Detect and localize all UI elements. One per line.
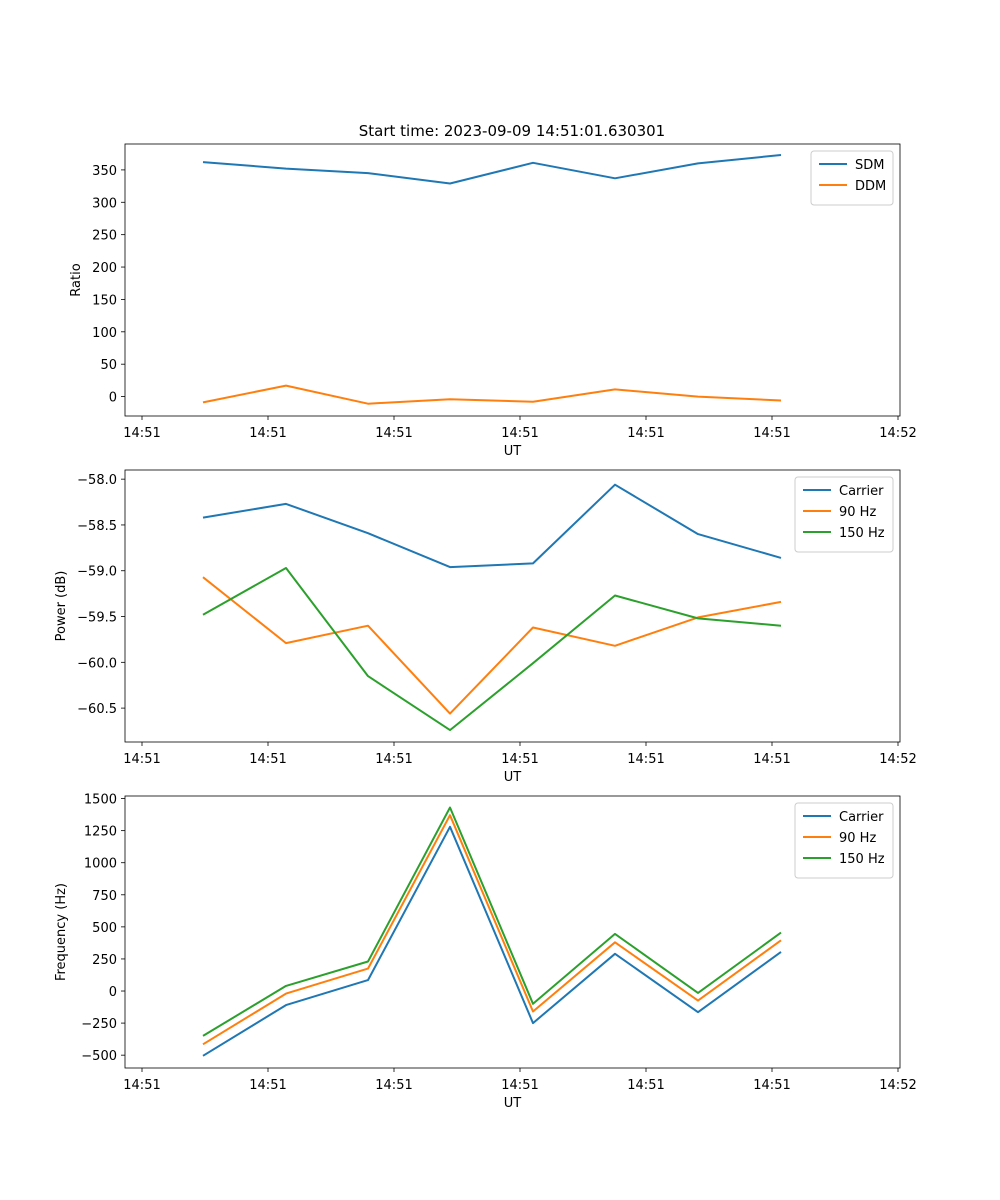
y-tick-label: −59.0 xyxy=(77,565,117,580)
x-axis-label: UT xyxy=(504,444,522,459)
chart-panel-1: 14:51 14:51 14:51 14:51 14:51 14:51 14:52 0 50 10… xyxy=(69,143,917,459)
x-tick-label: 14:51 xyxy=(753,1078,790,1093)
legend-box xyxy=(794,476,894,553)
y-tick-label: 350 xyxy=(92,164,117,179)
y-tick-label: 1500 xyxy=(84,793,117,808)
x-tick-label: 14:51 xyxy=(375,1078,412,1093)
x-tick-label: 14:51 xyxy=(123,1078,160,1093)
chart-panel-3: 14:51 14:51 14:51 14:51 14:51 14:51 14:52 −500 −… xyxy=(54,793,917,1111)
y-axis-label: Frequency (Hz) xyxy=(54,883,69,981)
series-line-sdm xyxy=(202,154,782,185)
axes-frame xyxy=(124,469,901,743)
x-tick-label: 14:51 xyxy=(501,426,538,441)
legend-label: 90 Hz xyxy=(839,505,876,520)
y-tick-label: −59.5 xyxy=(77,611,117,626)
x-tick-label: 14:52 xyxy=(879,426,916,441)
axes-frame xyxy=(124,795,901,1069)
y-tick-label: 250 xyxy=(92,229,117,244)
y-tick-label: 200 xyxy=(92,261,117,276)
x-tick-label: 14:51 xyxy=(501,1078,538,1093)
y-tick-label: 0 xyxy=(109,985,117,1000)
x-tick-label: 14:51 xyxy=(627,752,664,767)
series-line-150-hz xyxy=(202,567,782,732)
x-tick-label: 14:52 xyxy=(879,1078,916,1093)
series-line-90-hz xyxy=(202,814,782,1046)
series-line-carrier xyxy=(202,483,782,569)
y-tick-label: −60.5 xyxy=(77,702,117,717)
y-axis-label: Power (dB) xyxy=(54,571,69,642)
legend-label: 90 Hz xyxy=(839,831,876,846)
legend-label: Carrier xyxy=(839,484,884,499)
y-tick-label: 1250 xyxy=(84,825,117,840)
y-tick-label: 500 xyxy=(92,921,117,936)
legend-label: 150 Hz xyxy=(839,526,885,541)
figure-title: Start time: 2023-09-09 14:51:01.630301 xyxy=(359,122,665,140)
y-tick-label: 0 xyxy=(109,391,117,406)
y-tick-label: 100 xyxy=(92,326,117,341)
panels: 14:51 14:51 14:51 14:51 14:51 14:51 14:52 0 50 10… xyxy=(54,143,917,1111)
legend-label: Carrier xyxy=(839,810,884,825)
y-axis-label: Ratio xyxy=(69,263,84,296)
chart-panel-2: 14:51 14:51 14:51 14:51 14:51 14:51 14:52 −60.5… xyxy=(54,469,917,785)
x-axis-label: UT xyxy=(504,770,522,785)
x-tick-label: 14:51 xyxy=(627,1078,664,1093)
x-tick-label: 14:52 xyxy=(879,752,916,767)
x-tick-label: 14:51 xyxy=(249,752,286,767)
legend-label: SDM xyxy=(855,158,884,173)
x-tick-label: 14:51 xyxy=(753,426,790,441)
y-tick-label: −500 xyxy=(81,1049,117,1064)
y-tick-label: 300 xyxy=(92,196,117,211)
y-tick-label: 250 xyxy=(92,953,117,968)
y-tick-label: 750 xyxy=(92,889,117,904)
series-line-150-hz xyxy=(202,806,782,1037)
x-tick-label: 14:51 xyxy=(627,426,664,441)
x-tick-label: 14:51 xyxy=(123,752,160,767)
x-tick-label: 14:51 xyxy=(249,426,286,441)
y-tick-label: −250 xyxy=(81,1017,117,1032)
y-tick-label: 150 xyxy=(92,293,117,308)
x-tick-label: 14:51 xyxy=(375,426,412,441)
y-tick-label: −58.0 xyxy=(77,473,117,488)
legend-label: DDM xyxy=(855,179,886,194)
x-axis-label: UT xyxy=(504,1096,522,1111)
series-line-carrier xyxy=(202,825,782,1057)
legend-box xyxy=(794,802,894,879)
x-tick-label: 14:51 xyxy=(753,752,790,767)
x-tick-label: 14:51 xyxy=(123,426,160,441)
x-tick-label: 14:51 xyxy=(375,752,412,767)
x-tick-label: 14:51 xyxy=(249,1078,286,1093)
legend-label: 150 Hz xyxy=(839,852,885,867)
series-line-ddm xyxy=(202,384,782,405)
series-line-90-hz xyxy=(202,576,782,715)
x-tick-label: 14:51 xyxy=(501,752,538,767)
y-tick-label: 1000 xyxy=(84,857,117,872)
axes-frame xyxy=(124,143,901,417)
y-tick-label: 50 xyxy=(100,358,117,373)
y-tick-label: −58.5 xyxy=(77,519,117,534)
y-tick-label: −60.0 xyxy=(77,656,117,671)
